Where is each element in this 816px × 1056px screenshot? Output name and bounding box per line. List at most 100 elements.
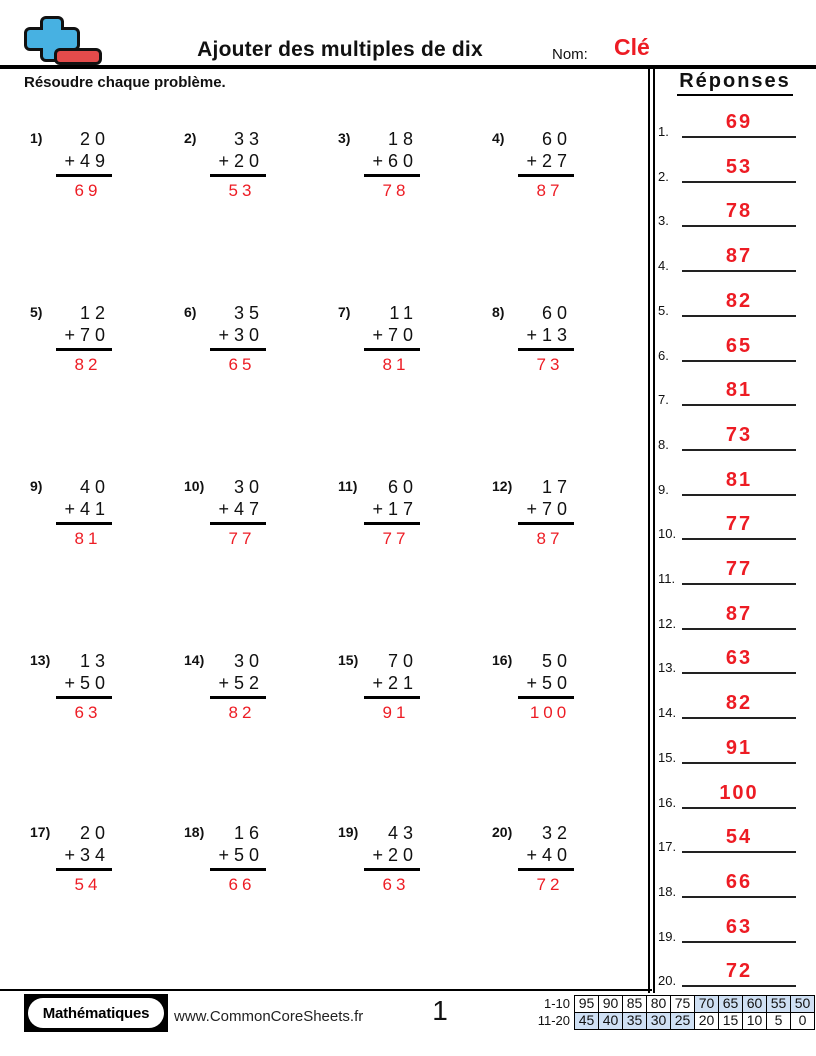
- score-cell: 45: [574, 1012, 599, 1030]
- problem-answer: 63: [382, 875, 410, 894]
- problem-number: 4): [492, 130, 505, 146]
- name-value-answer-key: Clé: [614, 34, 650, 60]
- problem-bottom-operand: +47: [210, 498, 266, 525]
- problem-number: 7): [338, 304, 351, 320]
- answer-number: 14.: [658, 705, 677, 721]
- problem-top-operand: 17: [541, 477, 572, 497]
- answer-number: 19.: [658, 928, 677, 944]
- answer-number: 7.: [658, 392, 669, 408]
- score-row-label: 1-10: [543, 996, 570, 1011]
- score-cell: 65: [718, 995, 743, 1013]
- answers-panel-title: Réponses: [660, 70, 810, 96]
- page-number: 1: [432, 995, 448, 1026]
- answer-number: 5.: [658, 302, 669, 318]
- problem-answer: 81: [382, 355, 410, 374]
- problem-number: 18): [184, 824, 205, 840]
- answer-row: 19. 63: [656, 909, 808, 945]
- problem-top-operand: 40: [79, 477, 110, 497]
- answer-blank-line: 82: [682, 288, 796, 317]
- answer-blank-line: 65: [682, 333, 796, 362]
- problem-top-operand: 33: [233, 129, 264, 149]
- score-cell: 15: [718, 1012, 743, 1030]
- problem-bottom-operand: +52: [210, 672, 266, 699]
- answer-blank-line: 100: [682, 780, 796, 809]
- answer-row: 2. 53: [656, 149, 808, 185]
- vertical-divider: [648, 69, 650, 993]
- addition-problem: 10) 30 +47 77: [184, 476, 266, 549]
- problem-block: 11 +70 81: [364, 302, 420, 375]
- answer-row: 17. 54: [656, 819, 808, 855]
- answer-blank-line: 54: [682, 824, 796, 854]
- scoring-grid: 1-10 95 90 85 80 75 70 65 60 55 50 11-20 45 40 35 30 25 2…: [524, 995, 815, 1030]
- addition-problem: 19) 43 +20 63: [338, 822, 420, 895]
- answer-number: 6.: [658, 347, 669, 363]
- problem-bottom-operand: +50: [210, 844, 266, 871]
- addition-problem: 7) 11 +70 81: [338, 302, 420, 375]
- problem-top-operand: 30: [233, 651, 264, 671]
- problem-block: 43 +20 63: [364, 822, 420, 895]
- answer-blank-line: 77: [682, 556, 796, 585]
- addition-problem: 6) 35 +30 65: [184, 302, 266, 375]
- answer-number: 13.: [658, 660, 677, 676]
- problem-number: 2): [184, 130, 197, 146]
- problem-block: 50 +50 100: [518, 650, 574, 723]
- answer-blank-line: 66: [682, 869, 796, 898]
- problem-top-operand: 60: [387, 477, 418, 497]
- problem-answer: 72: [536, 875, 564, 894]
- problem-number: 13): [30, 652, 51, 668]
- answer-value: 87: [725, 245, 753, 268]
- answer-number: 17.: [658, 839, 677, 855]
- header-divider: [0, 65, 816, 69]
- answer-row: 16. 100: [656, 775, 808, 811]
- answer-value: 81: [725, 379, 753, 402]
- answer-value: 77: [725, 558, 753, 580]
- answer-number: 12.: [658, 615, 677, 631]
- score-cell: 5: [766, 1012, 791, 1030]
- problem-number: 20): [492, 824, 513, 840]
- answer-value: 91: [725, 736, 753, 759]
- problem-number: 5): [30, 304, 43, 320]
- problem-bottom-operand: +70: [518, 498, 574, 525]
- score-cell: 20: [694, 1012, 719, 1030]
- problem-answer: 53: [228, 181, 256, 200]
- brand-badge: Mathématiques: [28, 998, 164, 1028]
- problem-top-operand: 50: [541, 651, 572, 671]
- problem-answer: 63: [74, 703, 102, 722]
- problem-block: 30 +47 77: [210, 476, 266, 549]
- addition-problem: 1) 20 +49 69: [30, 128, 112, 201]
- score-cell: 25: [670, 1012, 695, 1030]
- problem-top-operand: 43: [387, 823, 418, 843]
- problem-number: 6): [184, 304, 197, 320]
- answers-title-text: Réponses: [677, 70, 793, 96]
- problem-block: 18 +60 78: [364, 128, 420, 201]
- problem-answer: 77: [228, 529, 256, 548]
- problem-number: 19): [338, 824, 359, 840]
- score-cell: 85: [622, 995, 647, 1013]
- problem-answer: 87: [536, 529, 564, 548]
- answer-value: 73: [725, 423, 753, 446]
- addition-problem: 12) 17 +70 87: [492, 476, 574, 549]
- answer-row: 12. 87: [656, 596, 808, 632]
- problem-answer: 78: [382, 181, 410, 200]
- problem-block: 60 +27 87: [518, 128, 574, 201]
- answer-blank-line: 91: [682, 735, 796, 764]
- problem-top-operand: 16: [233, 823, 264, 843]
- problem-number: 11): [338, 478, 358, 494]
- score-row: 11-20 45 40 35 30 25 20 15 10 5 0: [524, 1012, 815, 1030]
- answer-blank-line: 73: [682, 422, 796, 451]
- plus-minus-logo-icon: [24, 16, 108, 68]
- answer-row: 4. 87: [656, 238, 808, 274]
- problem-number: 14): [184, 652, 205, 668]
- problem-number: 9): [30, 478, 43, 494]
- answer-number: 20.: [658, 973, 677, 989]
- problem-bottom-operand: +13: [518, 324, 574, 351]
- score-row-label: 11-20: [537, 1013, 570, 1028]
- answer-blank-line: 87: [682, 243, 796, 273]
- instruction-text: Résoudre chaque problème.: [24, 74, 226, 91]
- problem-block: 16 +50 66: [210, 822, 266, 895]
- problem-bottom-operand: +41: [56, 498, 112, 525]
- answer-blank-line: 87: [682, 601, 796, 630]
- problem-number: 8): [492, 304, 505, 320]
- answer-blank-line: 77: [682, 511, 796, 541]
